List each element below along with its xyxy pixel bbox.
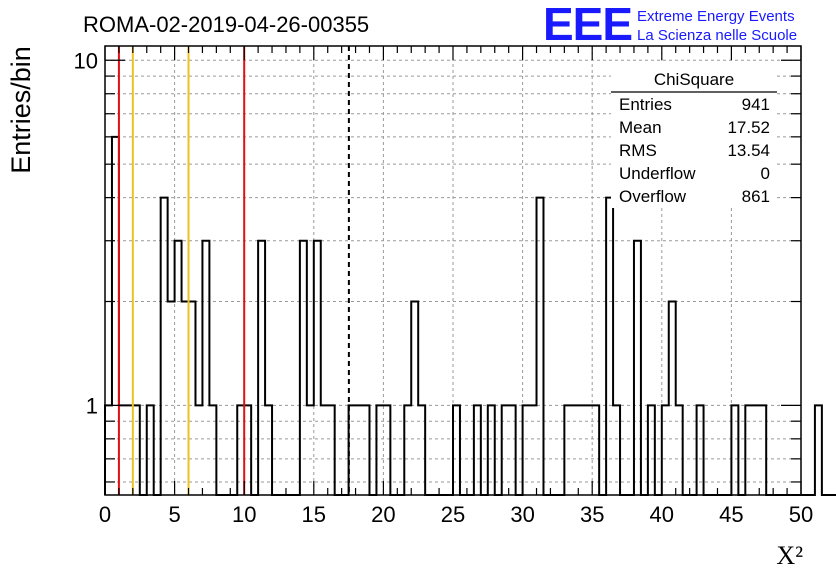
stats-row-value: 13.54 [727, 141, 770, 160]
histogram-bin [175, 241, 182, 495]
stats-row-label: RMS [619, 141, 657, 160]
stats-row-value: 0 [761, 164, 770, 183]
histogram-bin [168, 302, 175, 495]
stats-rows: Entries 941 Mean 17.52 RMS 13.54 Underflow 0 Ove… [619, 95, 770, 206]
axis-ticks [104, 46, 802, 495]
histogram-bin [300, 241, 307, 495]
x-tick-label: 5 [168, 502, 180, 527]
x-tick-label: 0 [99, 502, 111, 527]
histogram-bin [815, 405, 822, 495]
y-tick-label: 10 [74, 48, 98, 73]
x-tick-label: 35 [580, 502, 604, 527]
stats-row-label: Underflow [619, 164, 696, 183]
histogram-bin [182, 302, 189, 495]
histogram-bin [411, 302, 418, 495]
histogram-bin [112, 137, 119, 495]
histogram-bin [258, 241, 265, 495]
tick-labels: 0 5 10 15 20 25 30 35 40 45 50 1 10 [74, 48, 814, 527]
histogram-bin [189, 302, 196, 495]
histogram-bin [537, 198, 544, 495]
x-tick-label: 30 [510, 502, 534, 527]
x-tick-label: 25 [441, 502, 465, 527]
histogram-bars [104, 135, 836, 496]
stats-row-label: Overflow [619, 187, 687, 206]
histogram-bin [669, 302, 676, 495]
chart-title: ROMA-02-2019-04-26-00355 [83, 12, 369, 37]
x-tick-label: 40 [650, 502, 674, 527]
stats-row-value: 861 [742, 187, 770, 206]
histogram-bin [161, 198, 168, 495]
logo-mark: EEE [543, 0, 632, 50]
eee-logo: EEE Extreme Energy Events La Scienza nel… [543, 0, 797, 50]
histogram-bin [634, 241, 641, 495]
histogram-bin [202, 241, 209, 495]
x-tick-label: 15 [302, 502, 326, 527]
logo-line-2: La Scienza nelle Scuole [637, 27, 797, 44]
x-tick-label: 50 [789, 502, 813, 527]
y-axis-label: Entries/bin [6, 46, 36, 174]
x-axis-label: X² [776, 541, 803, 570]
stats-row-label: Mean [619, 118, 662, 137]
histogram-bin [606, 198, 613, 495]
x-tick-label: 45 [719, 502, 743, 527]
stats-row-value: 941 [742, 95, 770, 114]
stats-row-value: 17.52 [727, 118, 770, 137]
histogram-step-line [104, 135, 836, 496]
histogram-bin [314, 241, 321, 495]
marker-lines [117, 46, 350, 495]
stats-box-background [611, 64, 777, 208]
stats-box-title: ChiSquare [654, 70, 734, 89]
x-tick-label: 10 [232, 502, 256, 527]
stats-row-label: Entries [619, 95, 672, 114]
logo-line-1: Extreme Energy Events [637, 8, 795, 25]
stats-box: ChiSquare Entries 941 Mean 17.52 RMS 13.54 Und… [611, 64, 777, 208]
x-tick-label: 20 [371, 502, 395, 527]
y-tick-label: 1 [86, 393, 98, 418]
